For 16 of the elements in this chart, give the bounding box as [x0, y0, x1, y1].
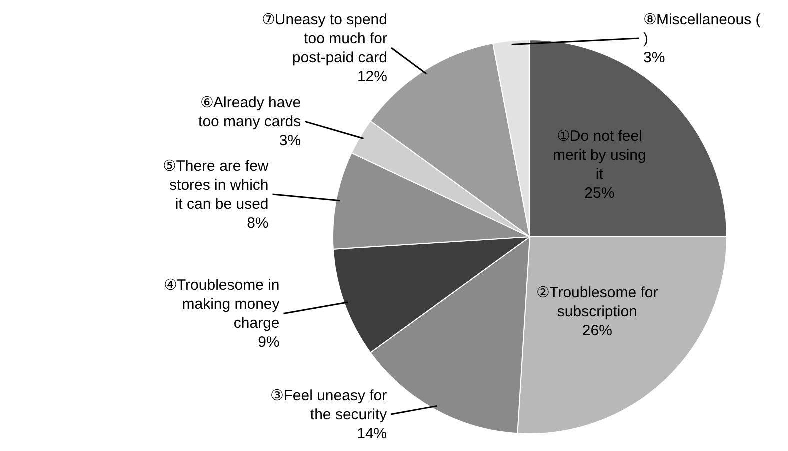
data-label: 8% [247, 215, 269, 232]
slice-label: ⑥Already have too many cards [198, 94, 302, 131]
data-label: 26% [582, 322, 612, 340]
slice-label: ⑤There are few stores in which it can be used [163, 158, 269, 214]
data-label: 14% [357, 426, 388, 442]
data-label: 3% [279, 132, 302, 150]
slice-label: ④Troublesome in making money charge [164, 277, 280, 332]
slice-label: ①Do not feel merit by using it [552, 128, 646, 184]
data-label: 3% [644, 50, 666, 66]
data-label: 25% [584, 185, 615, 202]
slice-label: ⑦Uneasy to spend too much for post-paid card [262, 12, 388, 66]
data-label: 12% [357, 68, 388, 86]
slice-label: ⑧Miscellaneous ( ) [644, 12, 761, 48]
slice-label: ③Feel uneasy for the security [270, 388, 388, 424]
data-label: 9% [258, 334, 280, 352]
slice-label: ②Troublesome for subscription [536, 284, 658, 321]
